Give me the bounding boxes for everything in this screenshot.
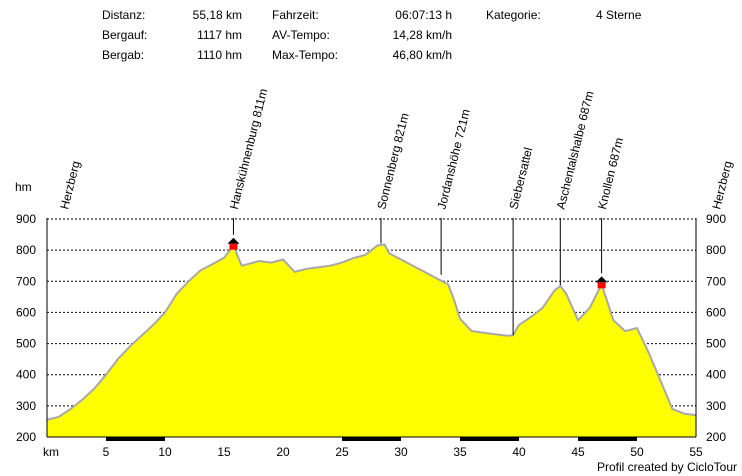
ride-time-label: Fahrzeit: [272,8,319,22]
distance-bar-3 [578,437,637,441]
y-axis-label: hm [15,180,32,194]
peak-labels: Herzberg Hanskühnenburg 811m Sonnenberg 82… [57,87,735,211]
y-tick-right-900: 900 [706,212,726,226]
y-tick-left-700: 700 [16,274,36,288]
distance-label: Distanz: [102,8,146,22]
y-tick-right-800: 800 [706,243,726,257]
y-tick-left-400: 400 [16,368,36,382]
y-tick-labels: 200 200 300 300 400 400 500 500 600 600 700 700 800 8… [16,212,726,444]
y-tick-right-500: 500 [706,337,726,351]
max-speed-label: Max-Tempo: [272,48,339,62]
peak-label-4: Siebersattel [506,146,535,211]
downhill-label: Bergab: [102,48,145,62]
y-tick-right-700: 700 [706,274,726,288]
peak-label-1: Hanskühnenburg 811m [227,87,271,211]
y-tick-left-600: 600 [16,305,36,319]
hut-roof-icon [595,276,608,283]
x-tick-20: 20 [276,445,290,459]
x-tick-50: 50 [630,445,644,459]
y-tick-right-600: 600 [706,305,726,319]
category-label: Kategorie: [486,8,541,22]
x-tick-55: 55 [689,445,703,459]
peak-markers [227,237,608,289]
hut-icon [597,282,606,289]
x-tick-10: 10 [158,445,172,459]
elevation-area [47,244,696,437]
y-tick-right-400: 400 [706,368,726,382]
peak-lines [232,218,603,336]
y-tick-left-500: 500 [16,337,36,351]
y-tick-left-200: 200 [16,430,36,444]
distance-value: 55,18 km [192,8,242,22]
downhill-value: 1110 hm [197,48,242,62]
max-speed-value: 46,80 km/h [392,48,452,62]
x-tick-labels: 5 10 15 20 25 30 35 40 45 50 55 [103,445,703,459]
peak-label-0: Herzberg [57,159,83,210]
category-value: 4 Sterne [596,8,642,22]
peak-label-2: Sonnenberg 821m [374,112,411,211]
peak-label-3: Jordanshöhe 721m [434,108,472,211]
y-tick-right-200: 200 [706,430,726,444]
peak-label-6: Knollen 687m [595,136,626,211]
x-tick-30: 30 [394,445,408,459]
distance-bars [106,437,637,441]
x-tick-25: 25 [335,445,349,459]
hut-roof-icon [227,237,240,244]
x-axis-label: km [43,445,59,459]
avg-speed-label: AV-Tempo: [272,28,330,42]
distance-bar-1 [342,437,401,441]
elevation-outline [46,243,697,421]
x-tick-35: 35 [453,445,467,459]
ride-time-value: 06:07:13 h [395,8,452,22]
uphill-label: Bergauf: [102,28,148,42]
hut-icon [229,243,238,250]
y-tick-left-900: 900 [16,212,36,226]
y-tick-left-800: 800 [16,243,36,257]
x-tick-45: 45 [571,445,585,459]
x-tick-40: 40 [512,445,526,459]
peak-label-7: Herzberg [709,159,735,210]
credit-text: Profil created by CicloTour [597,460,737,474]
y-tick-left-300: 300 [16,399,36,413]
peak-label-5: Aschentalshalbe 687m [554,90,597,211]
distance-bar-2 [460,437,519,441]
avg-speed-value: 14,28 km/h [392,28,452,42]
y-tick-right-300: 300 [706,399,726,413]
distance-bar-0 [106,437,165,441]
x-tick-5: 5 [103,445,110,459]
x-tick-15: 15 [217,445,231,459]
uphill-value: 1117 hm [197,28,242,42]
